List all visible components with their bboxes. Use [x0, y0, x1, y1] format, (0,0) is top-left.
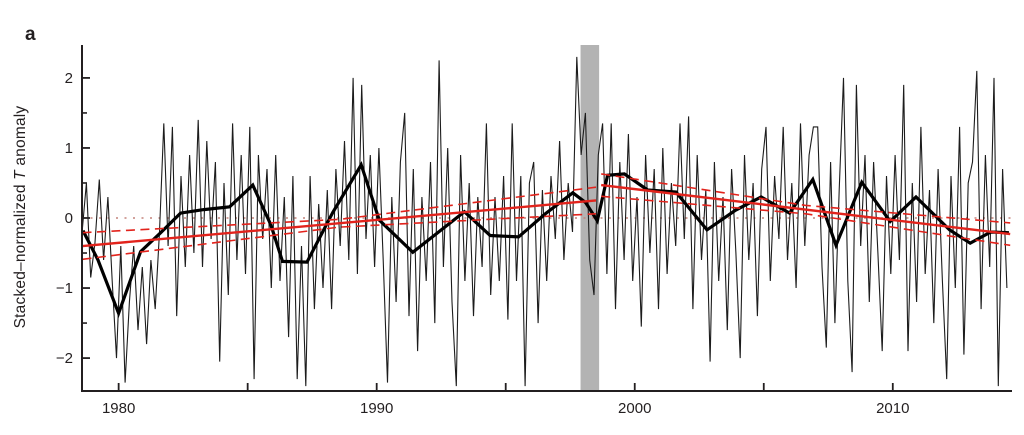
y-tick-label: 1 — [65, 140, 73, 157]
y-tick-label: 0 — [65, 210, 73, 227]
rising-trend-line — [82, 199, 597, 248]
y-axis-label-T: T — [12, 170, 29, 180]
y-tick-label: −2 — [56, 350, 73, 367]
x-tick-label: 2010 — [876, 400, 909, 417]
panel-label: a — [25, 24, 36, 45]
y-tick-label: −1 — [56, 280, 73, 297]
y-axis-label: Stacked–normalized T anomaly — [12, 106, 30, 329]
y-axis-label-post: anomaly — [12, 105, 29, 171]
el-nino-highlight-band — [580, 45, 600, 391]
declining-trend-confidence-upper — [601, 173, 1011, 224]
x-tick-label: 2000 — [618, 400, 651, 417]
declining-trend-confidence-lower — [601, 195, 1011, 247]
x-tick-label: 1980 — [102, 400, 135, 417]
annual-series-line — [81, 160, 1009, 318]
monthly-series-line — [81, 56, 1008, 387]
y-tick-label: 2 — [65, 70, 73, 87]
declining-trend-line — [601, 183, 1011, 236]
y-axis-label-pre: Stacked–normalized — [12, 179, 29, 329]
x-tick-label: 1990 — [360, 400, 393, 417]
